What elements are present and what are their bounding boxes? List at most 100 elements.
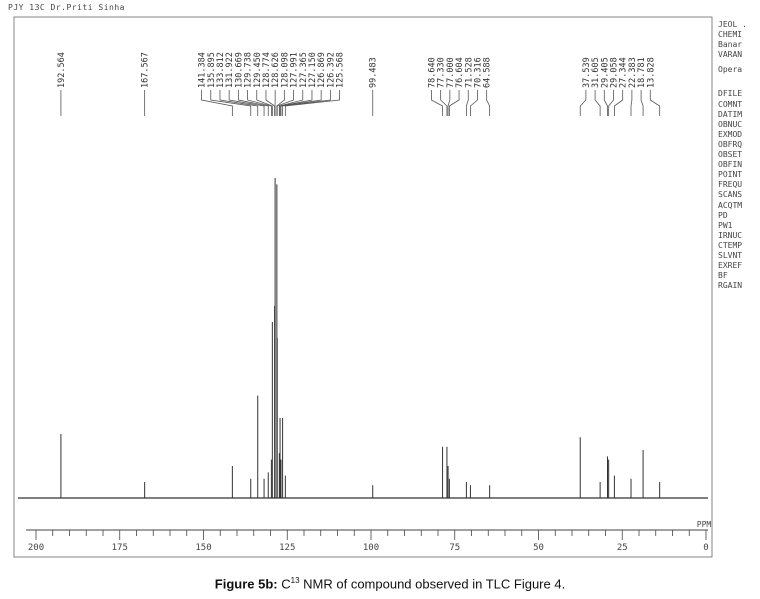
peak-label: 31.605 bbox=[591, 57, 601, 88]
peak-label: 126.392 bbox=[326, 52, 336, 88]
peak-label: 77.330 bbox=[437, 57, 447, 88]
peak-label-leader bbox=[201, 90, 233, 116]
peak-label-leader bbox=[256, 90, 273, 116]
peak-label-leader bbox=[447, 90, 451, 116]
acquisition-parameters: JEOL . CHEMI Banar VARAN Opera DFILE COM… bbox=[718, 20, 747, 291]
param-slvnt: SLVNT bbox=[718, 250, 743, 260]
peak-label: 128.626 bbox=[271, 52, 281, 88]
peak-label: 76.604 bbox=[455, 57, 465, 88]
peak-label: 167.567 bbox=[141, 52, 151, 88]
caption-text: NMR of compound observed in TLC Figure 4… bbox=[299, 576, 566, 592]
axis-tick-label: 25 bbox=[617, 543, 628, 553]
peak-label: 127.991 bbox=[290, 52, 300, 88]
peak-label-leader bbox=[210, 90, 252, 116]
param-ctemp: CTEMP bbox=[718, 240, 743, 250]
axis-tick-label: 175 bbox=[112, 543, 128, 553]
axis-tick-label: 75 bbox=[449, 543, 460, 553]
param-point: POINT bbox=[718, 170, 743, 180]
param-bf: BF bbox=[718, 271, 728, 281]
peak-layer bbox=[60, 178, 661, 498]
peak-label-leader bbox=[579, 90, 587, 116]
param-operator: Opera bbox=[718, 65, 743, 75]
peak-label-leader bbox=[228, 90, 265, 116]
peak-label-leader bbox=[440, 90, 448, 116]
peak-label: 29.058 bbox=[609, 57, 619, 88]
peak-label-leader bbox=[465, 90, 469, 116]
peak-label-leader bbox=[431, 90, 443, 116]
peak-label: 130.669 bbox=[234, 52, 244, 88]
param-acqtm: ACQTM bbox=[718, 200, 743, 210]
param-top-1: JEOL . bbox=[718, 20, 747, 29]
peak-label-leader bbox=[448, 90, 460, 116]
peak-label-leader bbox=[219, 90, 259, 116]
caption-sup: 13 bbox=[290, 576, 300, 585]
param-irnuc: IRNUC bbox=[718, 230, 743, 240]
peak-label-leader bbox=[470, 90, 478, 116]
axis-unit-label: PPM bbox=[697, 520, 712, 529]
nmr-spectrum-chart: 192.564 167.567 141.384 135.895 133.812 131.9… bbox=[13, 16, 713, 558]
param-top-2: CHEMI bbox=[718, 30, 743, 40]
chart-frame bbox=[13, 16, 713, 558]
param-frequ: FREQU bbox=[718, 180, 743, 190]
peak-label: 22.383 bbox=[628, 57, 638, 88]
peak-label-leader bbox=[649, 90, 661, 116]
param-top-3: Banar bbox=[718, 40, 743, 50]
spectrum-header-label: PJY 13C Dr.Priti Sinha bbox=[8, 3, 125, 12]
param-pw1: PW1 bbox=[718, 220, 733, 230]
param-exref: EXREF bbox=[718, 261, 743, 271]
peak-label: 141.384 bbox=[198, 52, 208, 88]
peak-label: 192.564 bbox=[57, 52, 67, 88]
peak-label-leader bbox=[278, 90, 304, 116]
peak-label: 133.812 bbox=[216, 52, 226, 88]
peak-label: 70.316 bbox=[473, 57, 483, 88]
peak-label: 126.869 bbox=[317, 52, 327, 88]
peak-label: 129.450 bbox=[253, 52, 263, 88]
peak-label-leader bbox=[265, 90, 276, 116]
figure-caption: Figure 5b: C13 NMR of compound observed … bbox=[0, 576, 760, 591]
param-obfin: OBFIN bbox=[718, 160, 743, 170]
caption-label: Figure 5b: bbox=[214, 576, 278, 592]
axis-tick-label: 150 bbox=[195, 543, 211, 553]
peak-label: 127.150 bbox=[308, 52, 318, 88]
axis-tick-label: 100 bbox=[363, 543, 379, 553]
peak-label-leader bbox=[280, 90, 322, 116]
peak-label: 27.344 bbox=[619, 57, 629, 88]
peak-label-layer: 192.564 167.567 141.384 135.895 133.812 131.9… bbox=[57, 52, 661, 116]
peak-label: 99.483 bbox=[369, 57, 379, 88]
peak-label: 128.774 bbox=[262, 52, 272, 88]
peak-label-leader bbox=[284, 90, 340, 116]
peak-label-leader bbox=[279, 90, 313, 116]
param-exmod: EXMOD bbox=[718, 129, 743, 139]
peak-label: 131.922 bbox=[225, 52, 235, 88]
peak-label-leader bbox=[282, 90, 331, 116]
peak-label: 128.098 bbox=[280, 52, 290, 88]
peak-label: 71.528 bbox=[464, 57, 474, 88]
param-obset: OBSET bbox=[718, 150, 743, 160]
axis-tick-label: 125 bbox=[279, 543, 295, 553]
peak-label: 77.000 bbox=[446, 57, 456, 88]
peak-label-leader bbox=[486, 90, 491, 116]
peak-label-leader bbox=[247, 90, 272, 116]
peak-label-leader bbox=[640, 90, 644, 116]
peak-label: 18.781 bbox=[637, 57, 647, 88]
peak-label: 64.588 bbox=[483, 57, 493, 88]
param-rgain: RGAIN bbox=[718, 281, 743, 291]
ppm-axis: 200 175 150 125 100 75 50 25 0 PPM bbox=[26, 520, 711, 553]
peak-label: 135.895 bbox=[207, 52, 217, 88]
param-scans: SCANS bbox=[718, 190, 743, 200]
param-comnt: COMNT bbox=[718, 99, 743, 109]
caption-c: C bbox=[277, 576, 291, 592]
peak-label: 127.365 bbox=[299, 52, 309, 88]
param-obfrq: OBFRQ bbox=[718, 139, 743, 149]
peak-label: 13.828 bbox=[646, 57, 656, 88]
param-datim: DATIM bbox=[718, 109, 743, 119]
peak-label-leader bbox=[630, 90, 633, 116]
axis-tick-label: 0 bbox=[703, 543, 708, 553]
param-obnuc: OBNUC bbox=[718, 119, 743, 129]
peak-label-leader bbox=[603, 90, 608, 116]
param-pd: PD bbox=[718, 210, 728, 220]
peak-label: 29.405 bbox=[600, 57, 610, 88]
peak-label-leader bbox=[276, 90, 294, 116]
peak-label-leader bbox=[237, 90, 269, 116]
param-dfile: DFILE bbox=[718, 89, 743, 99]
